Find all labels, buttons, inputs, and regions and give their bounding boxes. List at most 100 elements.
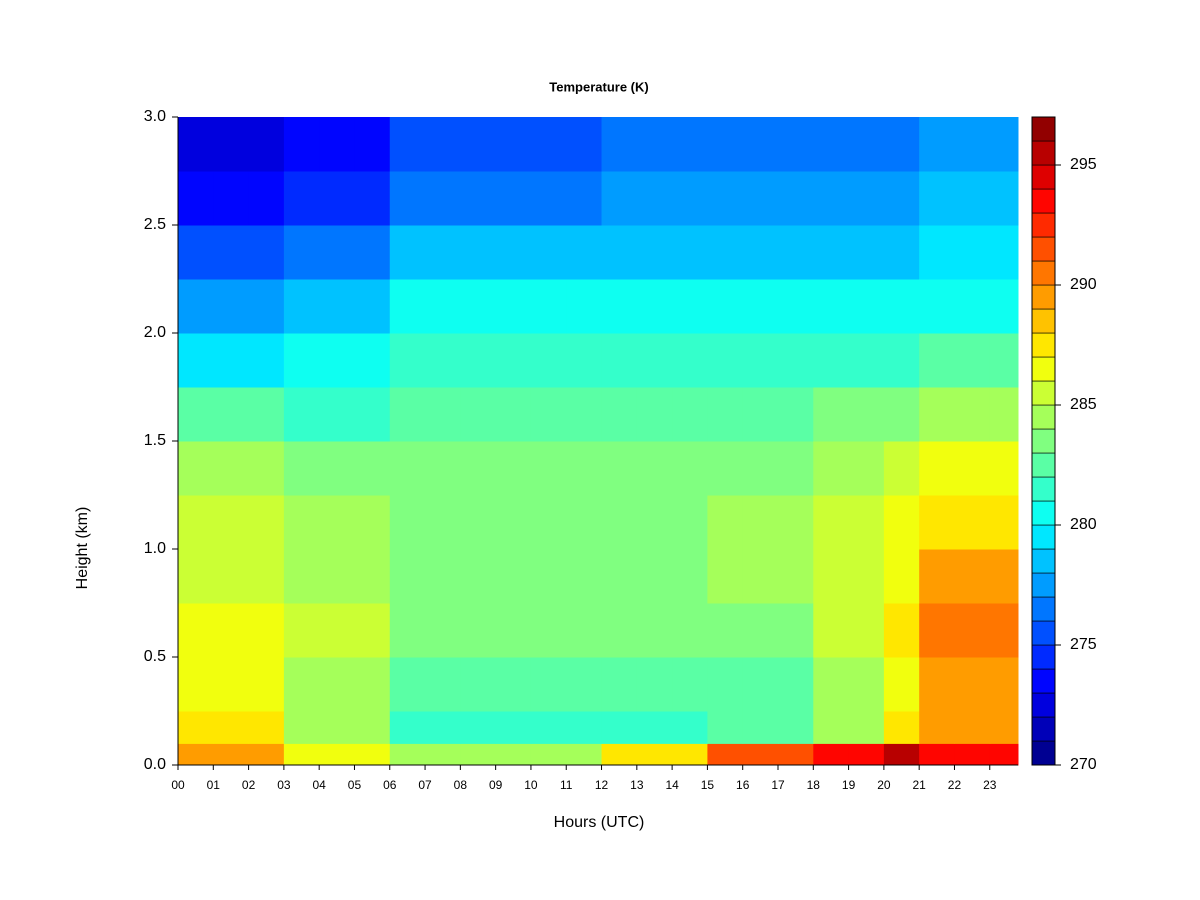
heatmap-cell <box>319 743 355 766</box>
x-tick-label: 10 <box>524 778 538 792</box>
heatmap-cell <box>248 657 285 712</box>
heatmap-cell <box>672 117 708 172</box>
heatmap-cell <box>989 387 1019 442</box>
heatmap-cell <box>389 441 426 496</box>
colorbar-band <box>1031 308 1056 334</box>
heatmap-cell <box>495 603 532 658</box>
heatmap-cell <box>354 333 391 388</box>
heatmap-cell <box>672 387 708 442</box>
heatmap-cell <box>989 441 1019 496</box>
colorbar-band <box>1031 692 1056 718</box>
heatmap-cell <box>989 333 1019 388</box>
heatmap-cell <box>495 495 532 550</box>
x-tick-label: 14 <box>665 778 679 792</box>
x-tick-label: 18 <box>807 778 821 792</box>
heatmap-cell <box>636 495 673 550</box>
heatmap-cell <box>389 225 426 280</box>
heatmap-cell <box>707 743 744 766</box>
heatmap-cell <box>742 171 779 226</box>
x-tick-label: 05 <box>348 778 362 792</box>
heatmap-cell <box>742 711 779 744</box>
heatmap-cell <box>672 495 708 550</box>
heatmap-cell <box>707 495 744 550</box>
y-tick-label: 1.5 <box>144 432 166 449</box>
heatmap-cell <box>954 279 991 334</box>
heatmap-cell <box>848 495 885 550</box>
colorbar-band <box>1031 524 1056 550</box>
heatmap-cell <box>460 603 497 658</box>
heatmap-cell <box>742 743 779 766</box>
heatmap-cell <box>319 171 355 226</box>
heatmap-cell <box>778 549 814 604</box>
heatmap-cell <box>460 743 497 766</box>
heatmap-cell <box>883 279 920 334</box>
heatmap-cell <box>425 743 461 766</box>
heatmap-cell <box>354 549 391 604</box>
heatmap-cell <box>495 657 532 712</box>
heatmap-cell <box>566 657 603 712</box>
heatmap-cell <box>248 603 285 658</box>
heatmap-cell <box>778 441 814 496</box>
heatmap-cell <box>495 549 532 604</box>
heatmap-cell <box>283 743 320 766</box>
x-axis-label: Hours (UTC) <box>554 814 645 831</box>
heatmap-cell <box>848 603 885 658</box>
chart-title: Temperature (K) <box>549 79 648 94</box>
heatmap-cell <box>813 549 850 604</box>
heatmap-cell <box>672 441 708 496</box>
heatmap-cell <box>672 743 708 766</box>
x-tick-label: 01 <box>207 778 221 792</box>
heatmap-cell <box>778 171 814 226</box>
heatmap-cell <box>954 549 991 604</box>
heatmap-cell <box>566 171 603 226</box>
heatmap-cell <box>566 279 603 334</box>
heatmap-cell <box>354 171 391 226</box>
heatmap-cell <box>883 549 920 604</box>
heatmap-cell <box>248 743 285 766</box>
colorbar-band <box>1031 140 1056 166</box>
heatmap-cell <box>954 117 991 172</box>
colorbar-band <box>1031 596 1056 622</box>
heatmap-cell <box>742 549 779 604</box>
colorbar-tick-label: 285 <box>1070 396 1097 413</box>
heatmap-cell <box>530 603 567 658</box>
heatmap-cell <box>989 171 1019 226</box>
heatmap-cell <box>530 171 567 226</box>
heatmap-cell <box>389 387 426 442</box>
heatmap-cell <box>319 657 355 712</box>
heatmap-cell <box>601 279 638 334</box>
heatmap-cell <box>425 279 461 334</box>
heatmap-cell <box>601 441 638 496</box>
heatmap-cell <box>778 225 814 280</box>
heatmap-cell <box>601 711 638 744</box>
heatmap-cell <box>672 711 708 744</box>
heatmap-cell <box>460 117 497 172</box>
heatmap-cell <box>213 549 250 604</box>
heatmap-cell <box>354 441 391 496</box>
heatmap-cell <box>813 225 850 280</box>
heatmap-cell <box>283 171 320 226</box>
heatmap-cell <box>954 495 991 550</box>
heatmap-cell <box>672 171 708 226</box>
heatmap-cell <box>813 657 850 712</box>
heatmap-cell <box>883 603 920 658</box>
heatmap-cell <box>813 279 850 334</box>
heatmap-cell <box>778 279 814 334</box>
heatmap-cell <box>389 333 426 388</box>
colorbar-band <box>1031 284 1056 310</box>
heatmap-cell <box>248 279 285 334</box>
heatmap-cell <box>460 333 497 388</box>
heatmap-cell <box>989 495 1019 550</box>
heatmap-cell <box>636 225 673 280</box>
heatmap-cell <box>672 657 708 712</box>
heatmap-cell <box>319 387 355 442</box>
heatmap-cell <box>919 441 955 496</box>
heatmap-cell <box>389 603 426 658</box>
heatmap-cell <box>283 657 320 712</box>
heatmap-cell <box>566 441 603 496</box>
heatmap-cell <box>319 603 355 658</box>
heatmap <box>178 117 1019 766</box>
heatmap-cell <box>566 495 603 550</box>
x-tick-label: 00 <box>171 778 185 792</box>
